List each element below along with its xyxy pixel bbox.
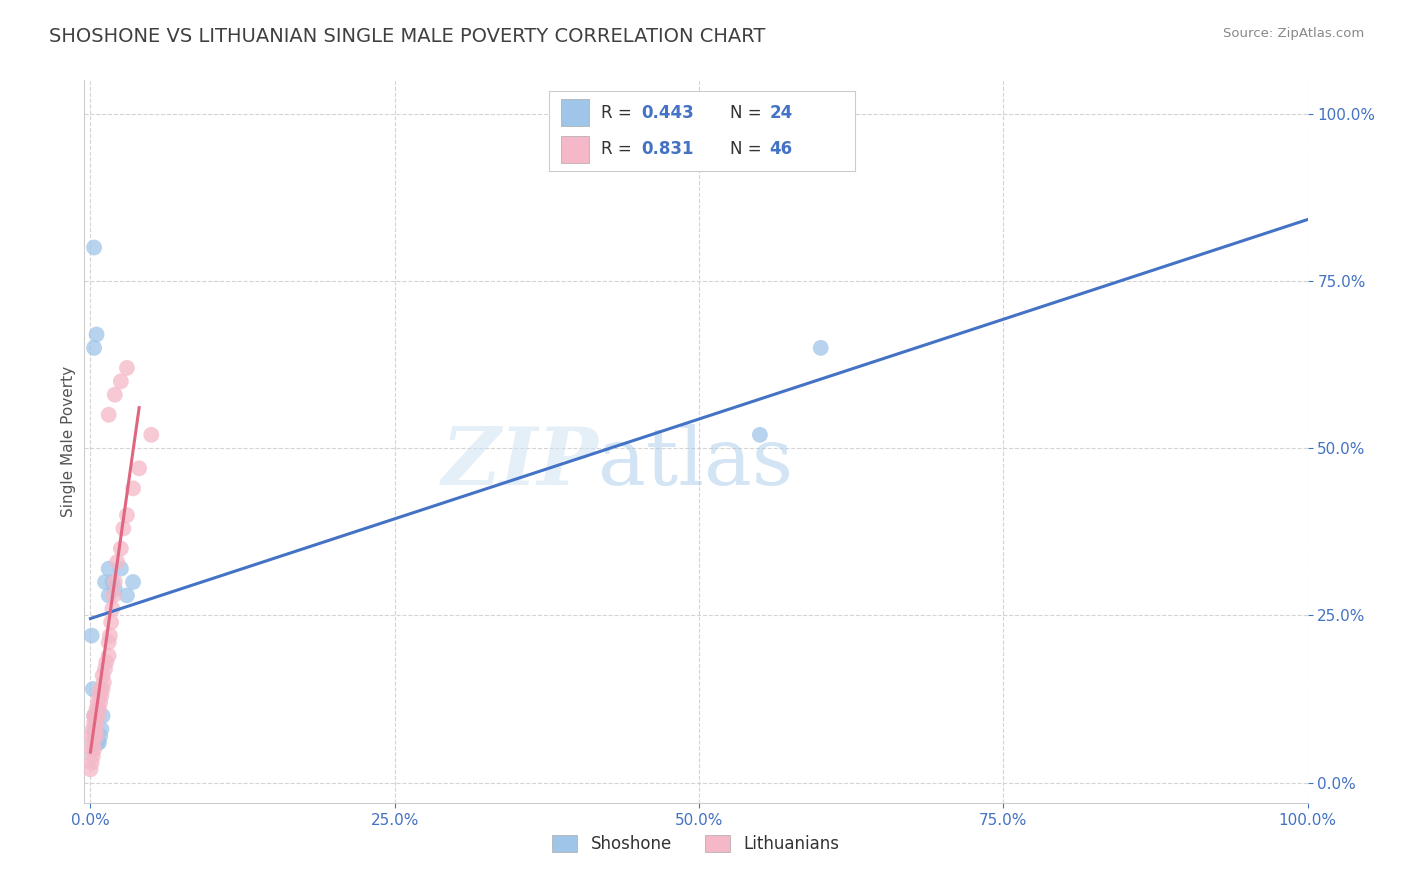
- Point: [80, 628, 103, 642]
- Point: [104, 387, 127, 401]
- Text: atlas: atlas: [598, 425, 793, 502]
- Point: [83, 708, 105, 723]
- Point: [83, 240, 105, 255]
- Point: [82, 735, 104, 749]
- Point: [91, 669, 114, 683]
- Legend: Shoshone, Lithuanians: Shoshone, Lithuanians: [546, 828, 846, 860]
- Point: [86, 729, 108, 743]
- Point: [104, 575, 127, 590]
- Point: [83, 715, 105, 730]
- Point: [89, 681, 111, 696]
- Point: [83, 729, 105, 743]
- Point: [82, 681, 104, 696]
- Point: [94, 575, 117, 590]
- Point: [101, 575, 124, 590]
- Point: [748, 428, 770, 442]
- Point: [89, 696, 111, 710]
- Y-axis label: Single Male Poverty: Single Male Poverty: [60, 366, 76, 517]
- Point: [87, 696, 110, 710]
- Point: [128, 461, 150, 475]
- Point: [86, 715, 108, 730]
- Point: [83, 708, 105, 723]
- Point: [84, 708, 107, 723]
- Point: [104, 582, 127, 596]
- Point: [87, 735, 110, 749]
- Point: [86, 702, 108, 716]
- Point: [87, 735, 110, 749]
- Point: [80, 729, 103, 743]
- Point: [97, 648, 120, 663]
- Point: [91, 681, 114, 696]
- Point: [91, 708, 114, 723]
- Point: [100, 615, 122, 630]
- Point: [810, 341, 832, 355]
- Point: [115, 589, 138, 603]
- Point: [98, 628, 121, 642]
- Point: [80, 742, 103, 756]
- Point: [87, 708, 110, 723]
- Point: [84, 723, 107, 737]
- Point: [87, 702, 110, 716]
- Point: [110, 375, 132, 389]
- Point: [82, 749, 104, 764]
- Point: [97, 408, 120, 422]
- Point: [90, 723, 112, 737]
- Point: [97, 635, 120, 649]
- Point: [97, 562, 120, 576]
- Point: [112, 521, 135, 535]
- Point: [83, 742, 105, 756]
- Point: [87, 689, 110, 703]
- Point: [86, 729, 108, 743]
- Point: [101, 602, 124, 616]
- Text: Source: ZipAtlas.com: Source: ZipAtlas.com: [1223, 27, 1364, 40]
- Point: [86, 735, 108, 749]
- Point: [89, 729, 111, 743]
- Point: [105, 555, 128, 569]
- Point: [122, 575, 145, 590]
- Point: [110, 562, 132, 576]
- Point: [103, 589, 125, 603]
- Point: [96, 655, 118, 669]
- Point: [141, 428, 163, 442]
- Point: [97, 589, 120, 603]
- Text: SHOSHONE VS LITHUANIAN SINGLE MALE POVERTY CORRELATION CHART: SHOSHONE VS LITHUANIAN SINGLE MALE POVER…: [49, 27, 766, 45]
- Point: [122, 482, 145, 496]
- Point: [94, 662, 117, 676]
- Point: [83, 341, 105, 355]
- Point: [93, 675, 115, 690]
- Point: [90, 689, 112, 703]
- Point: [82, 723, 104, 737]
- Point: [86, 327, 108, 342]
- Point: [115, 361, 138, 376]
- Text: ZIP: ZIP: [441, 425, 598, 502]
- Point: [79, 762, 101, 776]
- Point: [84, 723, 107, 737]
- Point: [80, 756, 103, 770]
- Point: [115, 508, 138, 523]
- Point: [110, 541, 132, 556]
